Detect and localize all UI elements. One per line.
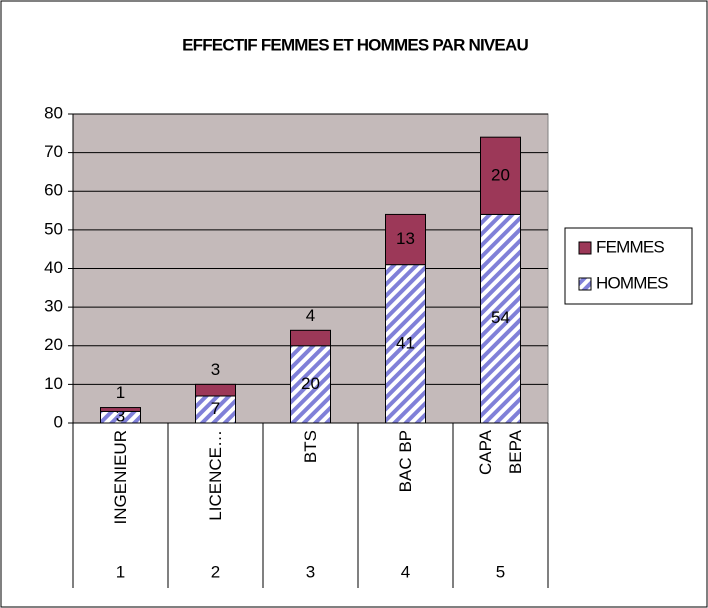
data-label: 3 (116, 407, 125, 426)
y-tick-label: 50 (44, 219, 63, 238)
legend-swatch (578, 241, 592, 255)
bar-segment (290, 329, 331, 347)
data-label: 41 (396, 333, 415, 352)
x-group-label: 3 (306, 562, 315, 581)
bar-segment (100, 407, 141, 412)
y-tick-label: 40 (44, 258, 63, 277)
x-group-label: 5 (496, 562, 505, 581)
legend-box (564, 227, 693, 305)
bar-segment (385, 264, 426, 424)
x-tick-label: BTS (300, 430, 320, 464)
data-label: 3 (211, 360, 220, 379)
y-tick-label: 0 (54, 412, 63, 431)
data-label: 20 (491, 165, 510, 184)
x-tick-label: INGENIEUR (110, 430, 130, 525)
legend-label: HOMMES (596, 273, 668, 292)
bar-segment (385, 213, 426, 266)
x-group-label: 1 (116, 562, 125, 581)
x-tick-label: BAC BP (395, 430, 415, 493)
y-tick-label: 20 (44, 335, 63, 354)
data-label: 7 (211, 399, 220, 418)
x-group-label: 4 (401, 562, 410, 581)
legend-label: FEMMES (596, 237, 664, 256)
x-tick-label: CAPA BEPA (475, 430, 525, 476)
y-tick-label: 30 (44, 297, 63, 316)
bar-segment (195, 383, 236, 397)
bar-segment (195, 395, 236, 424)
chart-title: EFFECTIF FEMMES ET HOMMES PAR NIVEAU (182, 35, 528, 54)
data-label: 4 (306, 306, 315, 325)
y-tick-label: 70 (44, 142, 63, 161)
legend-swatch (578, 277, 592, 291)
x-tick-label: LICENCE… (205, 430, 225, 521)
data-label: 1 (116, 383, 125, 402)
y-tick-label: 60 (44, 181, 63, 200)
bar-segment (480, 213, 521, 424)
data-label: 13 (396, 229, 415, 248)
data-label: 20 (301, 374, 320, 393)
data-label: 54 (491, 308, 510, 327)
bar-segment (480, 136, 521, 215)
y-tick-label: 80 (44, 103, 63, 122)
y-tick-label: 10 (44, 374, 63, 393)
x-group-label: 2 (211, 562, 220, 581)
